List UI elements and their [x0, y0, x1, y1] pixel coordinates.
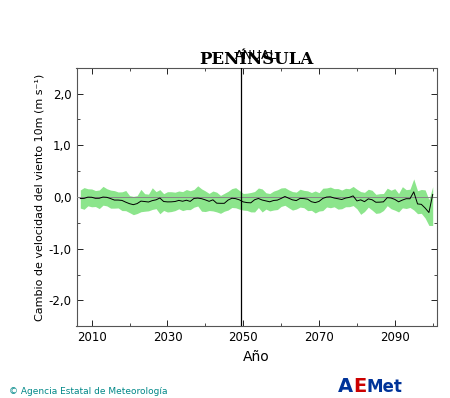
- Y-axis label: Cambio de velocidad del viento 10m (m s⁻¹): Cambio de velocidad del viento 10m (m s⁻…: [35, 73, 45, 321]
- Text: ANUAL: ANUAL: [235, 49, 278, 62]
- Text: © Agencia Estatal de Meteorología: © Agencia Estatal de Meteorología: [9, 387, 167, 396]
- X-axis label: Año: Año: [243, 350, 270, 364]
- Text: Met: Met: [367, 378, 403, 396]
- Title: PENÍNSULA: PENÍNSULA: [199, 51, 314, 68]
- Text: A: A: [338, 377, 353, 396]
- Text: E: E: [353, 377, 366, 396]
